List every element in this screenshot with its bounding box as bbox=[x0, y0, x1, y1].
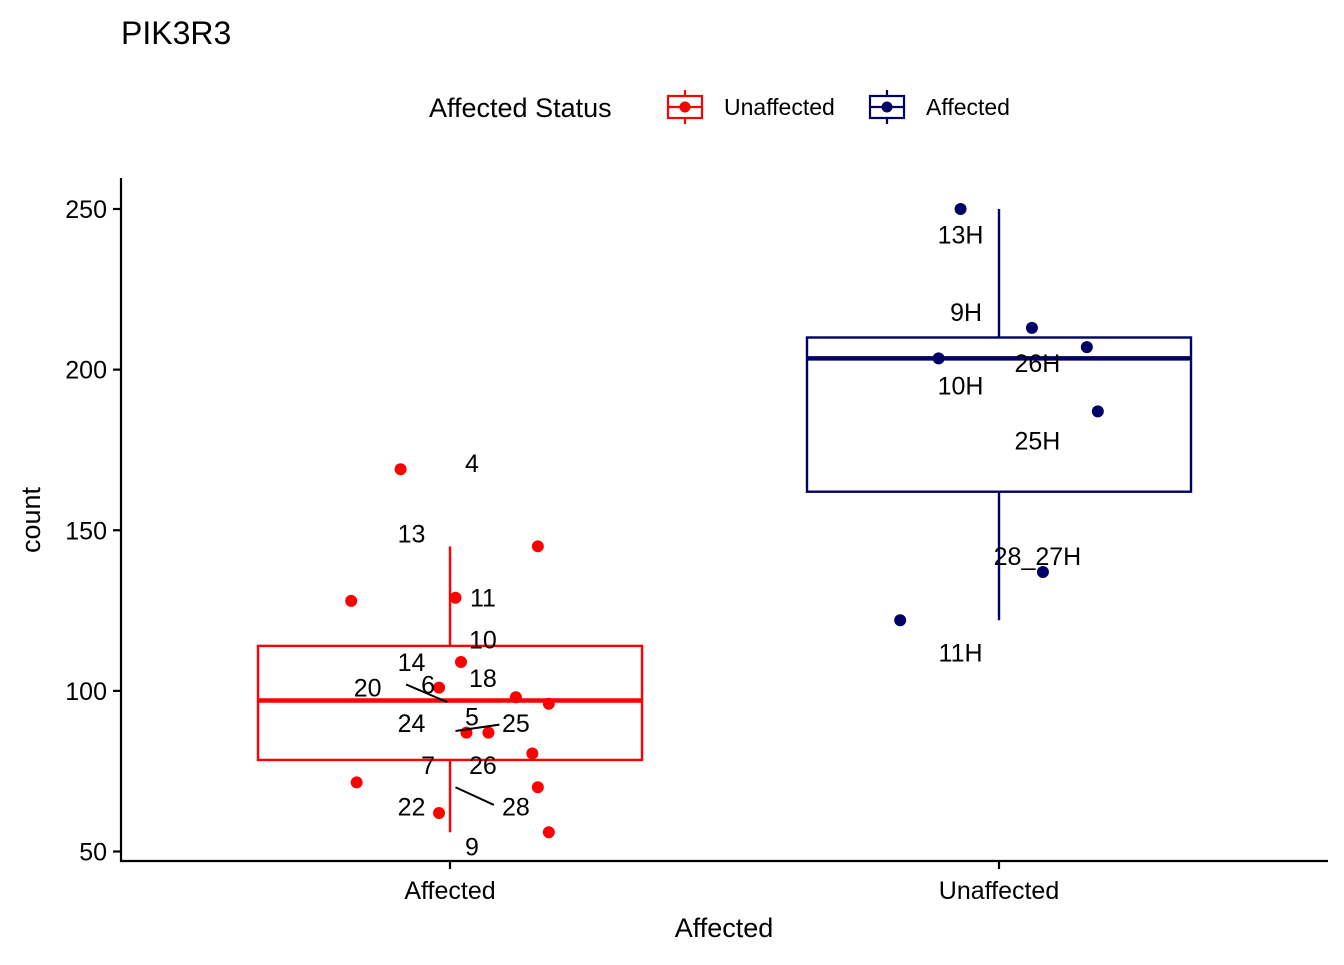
point-label: 6 bbox=[421, 671, 435, 699]
data-point bbox=[894, 614, 907, 627]
point-label: 20 bbox=[354, 675, 382, 703]
x-axis-title: Affected bbox=[675, 913, 774, 943]
data-point bbox=[531, 781, 544, 794]
data-point bbox=[433, 681, 446, 694]
point-label: 26 bbox=[469, 752, 497, 780]
point-label: 9 bbox=[465, 834, 479, 862]
label-leader-line bbox=[405, 683, 448, 704]
data-point bbox=[1080, 341, 1093, 354]
point-label: 9H bbox=[950, 299, 982, 327]
point-label: 14 bbox=[398, 649, 426, 677]
legend-key-point bbox=[679, 101, 691, 113]
point-label: 25H bbox=[1014, 427, 1060, 455]
series-group-unaffected: 13H 9H 26H 10H 25H 28_27H 11H bbox=[805, 203, 1193, 667]
point-label: 7 bbox=[421, 752, 435, 780]
data-point bbox=[932, 352, 945, 365]
data-point bbox=[454, 655, 467, 668]
y-tick-label: 100 bbox=[65, 678, 107, 706]
label-leader-line bbox=[455, 723, 500, 733]
label-leader-line bbox=[455, 786, 495, 806]
point-label: 10H bbox=[938, 373, 984, 401]
data-point bbox=[1036, 566, 1049, 579]
box bbox=[805, 336, 1193, 493]
data-point bbox=[526, 747, 539, 760]
series-group-affected: 4 13 11 10 14 18 20 6 24 5 25 7 26 22 28 9 bbox=[256, 450, 644, 862]
y-axis-ticks: 50 100 150 200 250 bbox=[65, 196, 121, 867]
point-label: 28_27H bbox=[994, 543, 1082, 571]
data-point bbox=[954, 203, 967, 215]
point-label: 4 bbox=[465, 450, 479, 478]
data-point bbox=[345, 594, 358, 607]
legend-label: Unaffected bbox=[724, 94, 835, 120]
data-point bbox=[482, 726, 495, 739]
legend-key-point bbox=[881, 101, 893, 113]
point-label: 11H bbox=[939, 639, 983, 667]
point-label: 18 bbox=[469, 665, 497, 693]
point-label: 24 bbox=[398, 710, 426, 738]
x-tick-label: Unaffected bbox=[939, 877, 1059, 905]
legend-entry: Affected bbox=[868, 90, 1010, 124]
data-point bbox=[350, 776, 363, 789]
y-tick-label: 150 bbox=[65, 517, 107, 545]
legend-entry: Unaffected bbox=[666, 90, 835, 124]
point-label: 25 bbox=[502, 710, 530, 738]
box bbox=[256, 644, 644, 762]
y-axis-title: count bbox=[16, 486, 46, 553]
x-axis-ticks: Affected Unaffected bbox=[404, 861, 1059, 905]
data-point bbox=[509, 691, 522, 704]
data-point bbox=[449, 591, 462, 604]
chart-title: PIK3R3 bbox=[121, 15, 231, 51]
data-point bbox=[542, 697, 555, 710]
data-point bbox=[394, 463, 407, 476]
point-label: 13 bbox=[398, 520, 426, 548]
data-point bbox=[1091, 405, 1104, 418]
data-point bbox=[433, 806, 446, 819]
data-point bbox=[542, 826, 555, 839]
point-label: 11 bbox=[470, 585, 496, 613]
point-label: 5 bbox=[465, 704, 479, 732]
legend-title: Affected Status bbox=[429, 93, 612, 123]
point-label: 10 bbox=[469, 626, 497, 654]
legend-label: Affected bbox=[926, 94, 1010, 120]
point-label: 28 bbox=[502, 794, 530, 822]
x-tick-label: Affected bbox=[404, 877, 495, 905]
data-point bbox=[531, 540, 544, 553]
data-point bbox=[1025, 321, 1038, 334]
point-label: 22 bbox=[398, 794, 426, 822]
point-label: 13H bbox=[938, 222, 984, 250]
plot-area: 4 13 11 10 14 18 20 6 24 5 25 7 26 22 28 9 13H 9H 26H 10H 25… bbox=[256, 203, 1193, 862]
point-label: 26H bbox=[1014, 350, 1060, 378]
y-tick-label: 250 bbox=[65, 196, 107, 224]
y-tick-label: 50 bbox=[79, 839, 107, 867]
legend: Affected Status Unaffected Affected bbox=[429, 90, 1010, 124]
y-tick-label: 200 bbox=[65, 357, 107, 385]
